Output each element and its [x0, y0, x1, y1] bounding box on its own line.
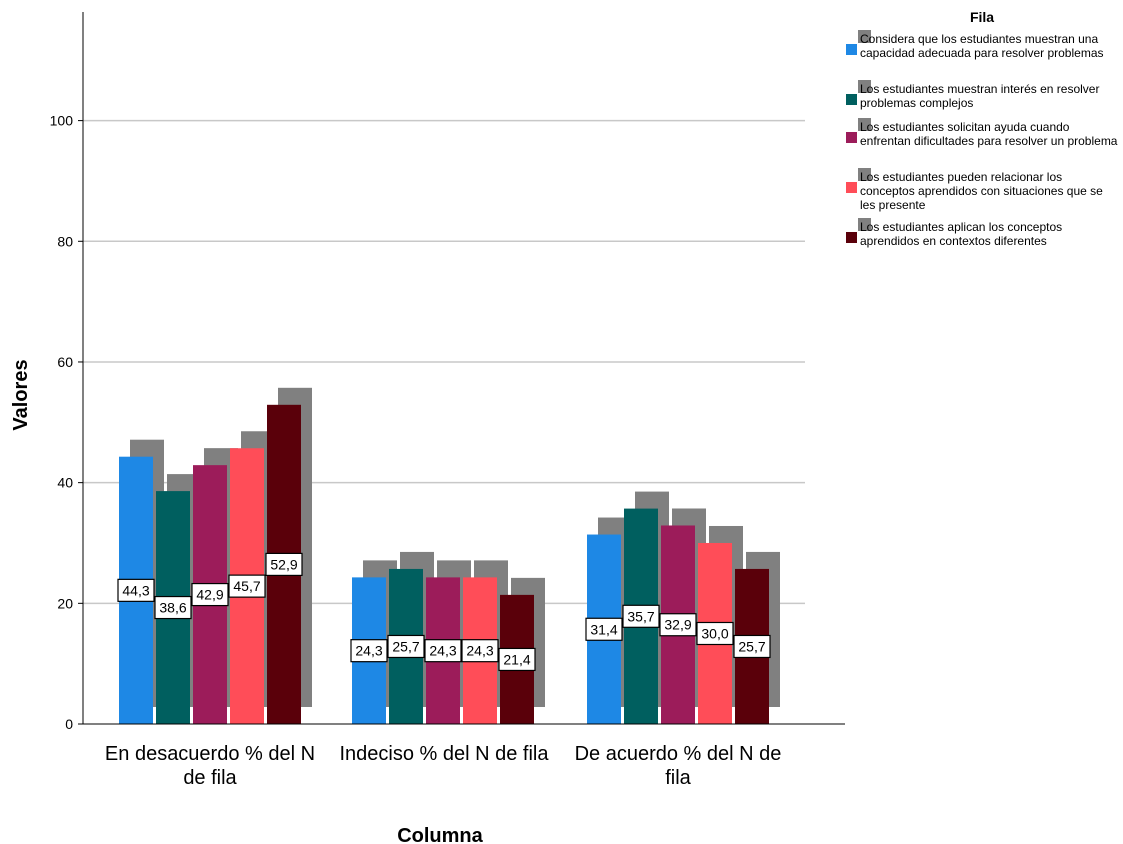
- legend-swatch: [846, 132, 857, 143]
- legend-swatch: [846, 232, 857, 243]
- legend-title: Fila: [969, 9, 995, 25]
- data-label-box: [498, 647, 536, 672]
- data-label: 52,9: [270, 556, 297, 572]
- data-label-box: [585, 617, 623, 641]
- data-label: 42,9: [196, 587, 223, 603]
- legend-item: Considera que los estudiantes muestran u…: [846, 30, 1118, 80]
- data-label: 32,9: [664, 617, 691, 633]
- data-label: 24,3: [355, 643, 382, 659]
- data-label-box: [622, 604, 660, 628]
- legend-swatch-shadow: [858, 168, 871, 181]
- legend-item: Los estudiantes muestran interés en reso…: [846, 80, 1118, 118]
- data-label-box: [350, 639, 388, 663]
- data-label: 21,4: [503, 651, 530, 667]
- data-label-box: [228, 574, 266, 598]
- data-label-box: [117, 578, 155, 602]
- legend-label: Considera que los estudiantes muestran u…: [860, 32, 1104, 60]
- data-label: 44,3: [122, 582, 149, 598]
- legend-swatch-shadow: [858, 118, 871, 131]
- data-label-box: [659, 613, 697, 637]
- data-label-box: [265, 552, 303, 577]
- legend-swatch: [846, 94, 857, 105]
- legend-swatch: [846, 44, 857, 55]
- legend-label: Los estudiantes solicitan ayuda cuando e…: [860, 120, 1118, 148]
- data-label: 24,3: [466, 643, 493, 659]
- data-label: 31,4: [590, 621, 617, 637]
- data-label-box: [696, 621, 734, 646]
- y-tick-label: 0: [65, 716, 73, 732]
- data-label-box: [461, 639, 499, 663]
- data-label: 45,7: [233, 578, 260, 594]
- data-label-box: [154, 595, 192, 620]
- data-label-box: [387, 634, 425, 659]
- y-tick-label: 60: [57, 354, 73, 370]
- legend-item: Los estudiantes pueden relacionar los co…: [846, 168, 1118, 218]
- y-tick-label: 40: [57, 475, 73, 491]
- data-label: 35,7: [627, 608, 654, 624]
- legend-swatch-shadow: [858, 80, 871, 93]
- data-label-box: [733, 634, 771, 659]
- legend-swatch: [846, 182, 857, 193]
- legend-label: Los estudiantes pueden relacionar los co…: [860, 170, 1103, 212]
- x-axis-label: Columna: [397, 825, 483, 844]
- data-label-box: [424, 639, 462, 663]
- legend: Fila Considera que los estudiantes muest…: [846, 10, 1118, 256]
- legend-swatch-shadow: [858, 218, 871, 231]
- legend-label: Los estudiantes aplican los conceptos ap…: [860, 220, 1063, 248]
- x-category-label: De acuerdo % del N de fila: [575, 743, 782, 789]
- data-label: 24,3: [429, 643, 456, 659]
- y-axis-ticks: 0 20 40 60 80 100: [50, 113, 83, 732]
- y-axis-label: Valores: [10, 359, 32, 430]
- data-labels: 44,3 38,6 42,9 45,7 52,9 24,3 25,7 24,3 24,3 21,4…: [117, 552, 771, 672]
- data-label: 30,0: [701, 625, 728, 641]
- legend-item: Los estudiantes aplican los conceptos ap…: [846, 218, 1118, 256]
- data-label: 25,7: [392, 638, 419, 654]
- y-tick-label: 100: [50, 113, 74, 129]
- y-tick-label: 80: [57, 233, 73, 249]
- legend-item: Los estudiantes solicitan ayuda cuando e…: [846, 118, 1118, 168]
- data-label: 38,6: [159, 600, 186, 616]
- data-label: 25,7: [738, 638, 765, 654]
- legend-swatch-shadow: [858, 30, 871, 43]
- x-category-label: Indeciso % del N de fila: [339, 743, 549, 765]
- y-tick-label: 20: [57, 595, 73, 611]
- legend-label: Los estudiantes muestran interés en reso…: [860, 82, 1100, 110]
- data-label-box: [191, 582, 229, 607]
